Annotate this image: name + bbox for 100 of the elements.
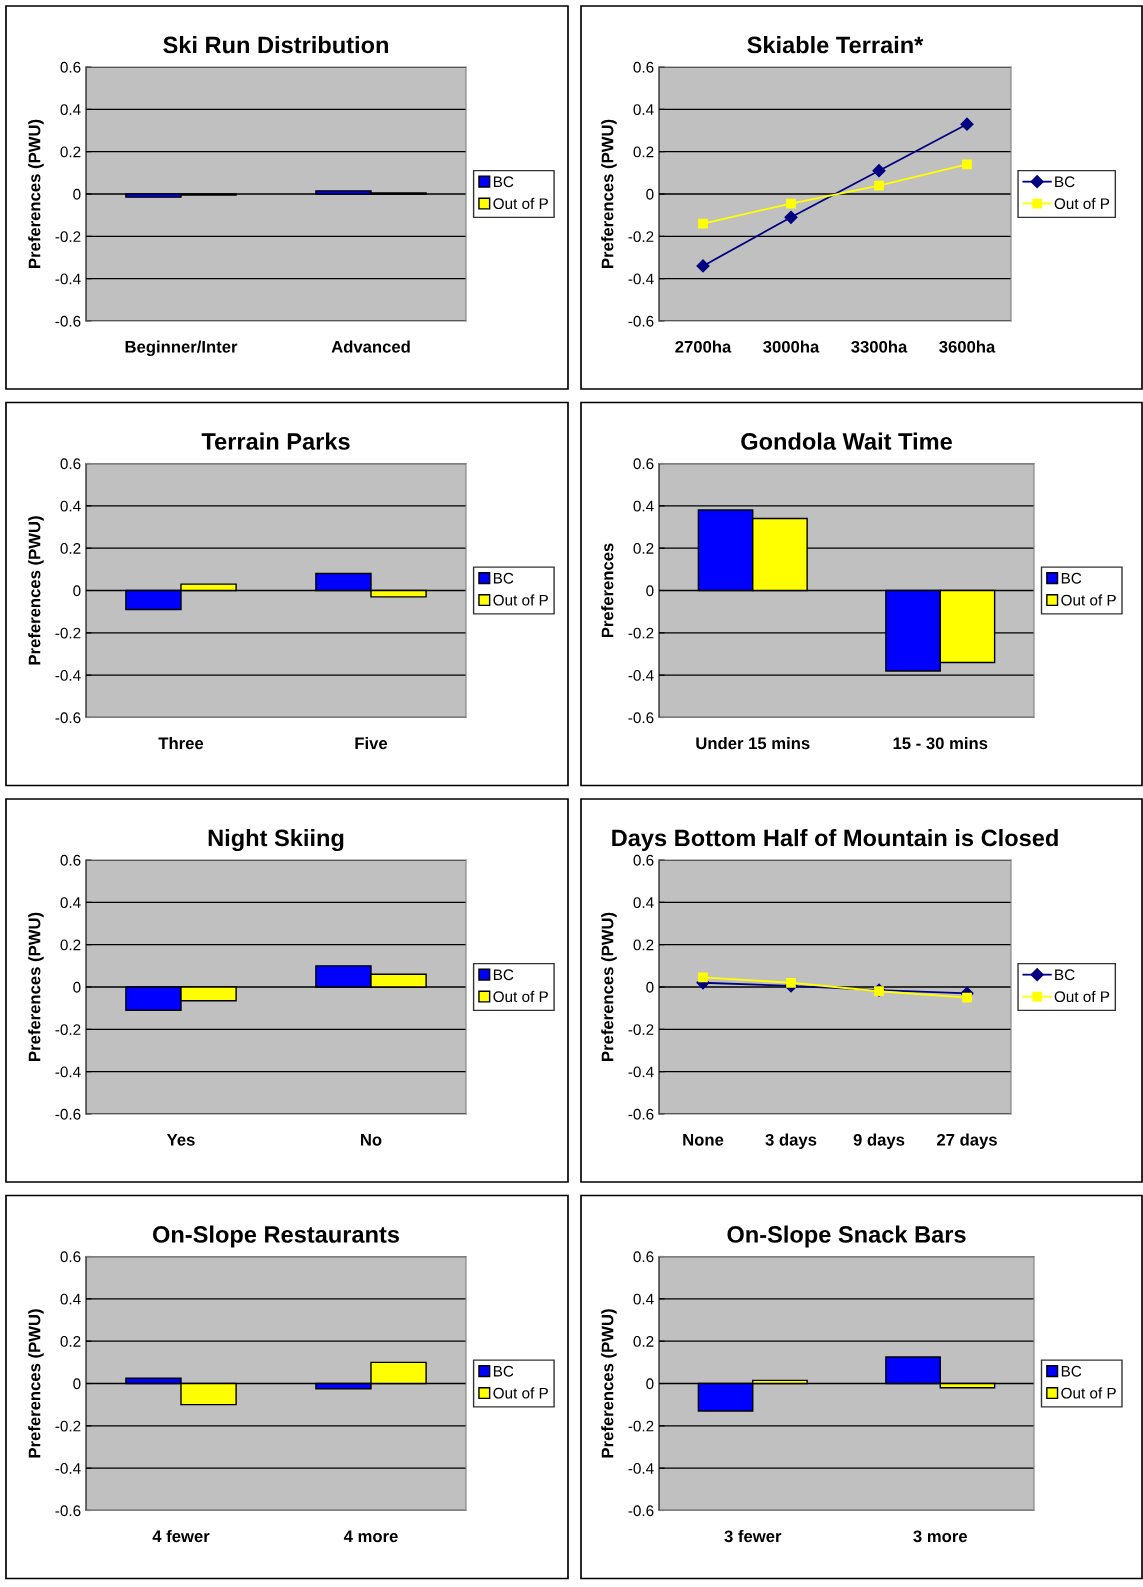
y-tick-label: -0.4 — [628, 273, 654, 285]
point — [872, 164, 886, 178]
y-tick-label: 0.6 — [633, 854, 654, 866]
y-axis-title: Preferences (PWU) — [601, 1309, 617, 1458]
y-tick-label: 0.6 — [633, 61, 654, 73]
y-tick-label: -0.6 — [55, 1505, 81, 1517]
x-tick-label: None — [683, 1134, 724, 1146]
x-tick-label: 4 fewer — [152, 1529, 210, 1543]
y-axis-title: Preferences (PWU) — [28, 516, 44, 665]
chart-title: Days Bottom Half of Mountain is Closed — [612, 829, 1058, 852]
x-tick-label: Under 15 mins — [696, 736, 810, 750]
chart-title: On-Slope Snack Bars — [727, 1225, 966, 1248]
y-tick-label: 0 — [73, 188, 81, 200]
x-tick-label: Advanced — [331, 340, 410, 353]
point — [960, 117, 974, 131]
x-tick-label: 15 - 30 mins — [893, 736, 988, 750]
y-axis-title: Preferences (PWU) — [601, 119, 617, 268]
y-tick-label: 0.4 — [60, 1293, 81, 1305]
y-tick-label: -0.2 — [55, 627, 81, 639]
y-tick-label: -0.4 — [55, 273, 81, 285]
point — [962, 159, 972, 170]
chart-title: Night Skiing — [208, 829, 344, 852]
x-tick-label: Five — [355, 736, 388, 750]
chart-title: Ski Run Distribution — [163, 36, 389, 54]
y-tick-label: 0.2 — [60, 543, 81, 554]
y-tick-label: -0.4 — [55, 1463, 81, 1474]
y-tick-label: 0 — [646, 585, 654, 597]
point — [786, 977, 796, 988]
legend-label: Out of P — [1054, 197, 1110, 210]
point — [696, 259, 710, 273]
y-tick-label: -0.6 — [628, 712, 654, 724]
y-tick-label: 0.2 — [60, 146, 81, 158]
legend-label: Out of P — [493, 197, 548, 210]
y-tick-label: 0.4 — [60, 500, 81, 512]
y-tick-label: -0.4 — [628, 1066, 654, 1078]
legend-label: BC — [493, 572, 514, 584]
y-axis-title: Preferences (PWU) — [28, 119, 44, 268]
legend-label: Out of P — [493, 990, 548, 1003]
y-tick-label: 0 — [73, 981, 81, 993]
y-tick-label: 0.6 — [633, 1251, 654, 1263]
legend-label: Out of P — [493, 594, 548, 606]
x-tick-label: Yes — [166, 1134, 195, 1146]
y-tick-label: -0.4 — [628, 670, 654, 681]
y-axis-title: Preferences (PWU) — [601, 912, 617, 1061]
x-tick-label: Three — [158, 736, 204, 750]
point — [784, 210, 798, 224]
y-tick-label: -0.2 — [55, 1024, 81, 1036]
y-tick-label: 0.6 — [60, 458, 81, 470]
point — [698, 972, 708, 983]
y-tick-label: -0.4 — [55, 670, 81, 681]
y-tick-label: 0.6 — [60, 61, 81, 73]
x-tick-label: 2700ha — [675, 340, 732, 353]
y-tick-label: 0.2 — [633, 1336, 654, 1347]
y-tick-label: -0.6 — [628, 1505, 654, 1517]
y-tick-label: 0.6 — [60, 1251, 81, 1263]
y-tick-label: 0.4 — [60, 897, 81, 909]
y-tick-label: -0.6 — [55, 712, 81, 724]
chart-title: On-Slope Restaurants — [153, 1225, 400, 1248]
x-tick-label: 3600ha — [939, 340, 996, 353]
y-tick-label: -0.4 — [628, 1463, 654, 1474]
y-tick-label: 0 — [73, 585, 81, 597]
y-tick-label: 0 — [73, 1378, 81, 1390]
y-tick-label: -0.2 — [628, 1024, 654, 1036]
x-tick-label: 3 more — [913, 1530, 968, 1543]
legend-label: BC — [1061, 1365, 1082, 1377]
point — [698, 218, 708, 229]
x-tick-label: 3300ha — [851, 340, 908, 353]
y-tick-label: -0.6 — [55, 1108, 81, 1120]
y-tick-label: 0.4 — [633, 500, 654, 512]
y-tick-label: 0.4 — [633, 104, 654, 116]
y-tick-label: -0.2 — [628, 627, 654, 639]
legend-label: Out of P — [1061, 594, 1116, 606]
x-tick-label: 4 more — [343, 1530, 398, 1543]
x-tick-label: 27 days — [937, 1133, 997, 1149]
x-tick-label: 3 fewer — [724, 1529, 782, 1543]
legend-label: BC — [1055, 176, 1075, 188]
y-tick-label: 0 — [646, 1378, 654, 1390]
y-tick-label: 0.2 — [633, 146, 654, 158]
y-tick-label: 0.6 — [633, 458, 654, 470]
y-tick-label: 0 — [646, 188, 654, 200]
y-tick-label: 0.4 — [633, 897, 654, 909]
legend-label: Out of P — [1061, 1387, 1116, 1399]
y-tick-label: 0.2 — [60, 1336, 81, 1347]
y-tick-label: 0.4 — [633, 1293, 654, 1305]
y-tick-label: -0.6 — [55, 315, 81, 327]
x-tick-label: 9 days — [853, 1133, 905, 1149]
y-tick-label: -0.2 — [55, 1420, 81, 1432]
y-axis-title: Preferences (PWU) — [28, 912, 44, 1061]
y-axis-title: Preferences (PWU) — [28, 1309, 44, 1458]
x-tick-label: 3 days — [765, 1133, 817, 1149]
y-tick-label: 0.2 — [633, 939, 654, 951]
y-tick-label: 0.2 — [633, 543, 654, 554]
point — [962, 992, 972, 1003]
x-tick-label: 3000ha — [763, 340, 820, 353]
y-tick-label: 0.2 — [60, 939, 81, 951]
legend-label: BC — [493, 969, 514, 981]
legend-label: BC — [493, 176, 514, 188]
point — [874, 180, 884, 191]
y-tick-label: -0.6 — [628, 1108, 654, 1120]
x-tick-label: Beginner/Inter — [125, 340, 238, 357]
